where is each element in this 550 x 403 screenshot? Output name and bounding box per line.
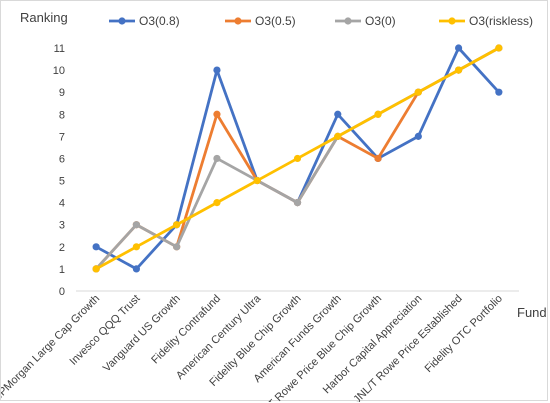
legend-entry: O3(0.8) [109, 14, 180, 28]
legend-label: O3(riskless) [469, 14, 533, 28]
data-point [213, 110, 221, 118]
data-point [132, 221, 141, 229]
data-point [495, 44, 503, 52]
data-point [334, 110, 342, 118]
data-point [92, 265, 100, 273]
y-tick-label: 5 [59, 176, 65, 188]
legend-label: O3(0.5) [255, 14, 296, 28]
y-tick-label: 9 [59, 87, 65, 99]
data-point [454, 66, 463, 74]
data-point [132, 265, 141, 273]
x-tick-label: Vanguard US Growth [101, 293, 183, 375]
legend-marker [448, 17, 456, 25]
data-point [374, 110, 382, 118]
y-tick-label: 2 [59, 242, 65, 254]
y-tick-label: 6 [59, 153, 65, 165]
y-tick-label: 7 [59, 131, 65, 143]
y-tick-label: 10 [53, 65, 65, 77]
data-point [213, 66, 221, 74]
legend-marker [234, 17, 242, 25]
x-tick-label: Fidelity Contrafund [149, 293, 223, 367]
data-point [132, 243, 141, 251]
data-point [414, 132, 422, 140]
x-axis-title: Fund [517, 305, 547, 320]
data-point [414, 88, 422, 96]
series-3 [92, 44, 503, 273]
legend-entry: O3(riskless) [439, 14, 533, 28]
data-point [213, 199, 221, 207]
data-point [454, 44, 463, 52]
legend-marker [344, 17, 352, 25]
y-tick-label: 0 [59, 286, 65, 298]
legend-label: O3(0) [365, 14, 396, 28]
x-tick-label: Invesco QQQ Trust [67, 293, 142, 368]
y-tick-label: 4 [59, 198, 65, 210]
data-point [213, 154, 221, 163]
data-point [293, 154, 302, 163]
data-point [293, 199, 302, 207]
legend-marker [118, 17, 126, 25]
x-tick-label: Fidelity OTC Portfolio [423, 293, 505, 375]
data-point [334, 132, 342, 140]
legend-entry: O3(0) [335, 14, 396, 28]
y-tick-label: 8 [59, 109, 65, 121]
data-point [374, 154, 382, 163]
y-tick-label: 3 [59, 220, 65, 232]
data-point [173, 243, 181, 251]
data-point [253, 176, 261, 185]
legend-label: O3(0.8) [139, 14, 180, 28]
data-point [92, 243, 100, 251]
data-point [495, 88, 503, 96]
legend-entry: O3(0.5) [225, 14, 296, 28]
y-axis-title: Ranking [20, 10, 68, 25]
y-tick-label: 1 [59, 264, 65, 276]
data-point [173, 221, 181, 229]
y-tick-label: 11 [54, 43, 65, 55]
